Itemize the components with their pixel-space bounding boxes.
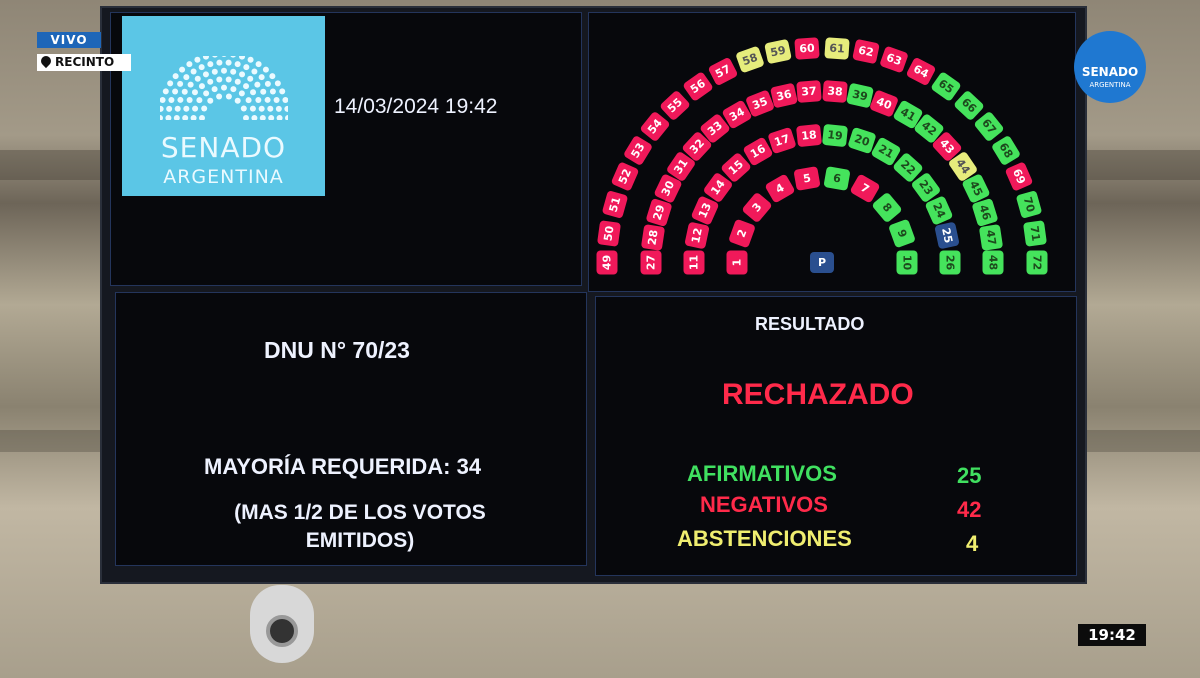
majority-note: (MAS 1/2 DE LOS VOTOS EMITIDOS) [210, 499, 510, 555]
senado-logo: SENADO ARGENTINA [122, 16, 325, 196]
tally-count-negativos: 42 [957, 497, 982, 522]
location-pin-icon [38, 53, 54, 69]
required-majority: MAYORÍA REQUERIDA: 34 [204, 454, 482, 479]
location-text: RECINTO [55, 55, 115, 69]
security-camera [250, 585, 314, 663]
seat-11: 11 [683, 250, 705, 275]
motion-title: DNU N° 70/23 [264, 337, 410, 363]
channel-logo: SENADO ARGENTINA [1074, 31, 1146, 103]
seat-61: 61 [823, 36, 850, 60]
seat-71: 71 [1022, 219, 1048, 247]
panel-motion [115, 292, 587, 566]
seat-60: 60 [794, 36, 821, 60]
live-badge: VIVO [37, 32, 101, 48]
channel-logo-line2: ARGENTINA [1089, 81, 1131, 89]
seat-18: 18 [795, 123, 822, 147]
logo-text-argentina: ARGENTINA [163, 166, 284, 188]
seat-26: 26 [939, 250, 961, 275]
seat-37: 37 [796, 80, 822, 104]
seat-49: 49 [596, 250, 618, 275]
hemicycle-icon [160, 56, 288, 120]
location-badge: RECINTO [37, 53, 131, 71]
channel-logo-line1: SENADO [1081, 65, 1139, 79]
seat-48: 48 [982, 250, 1004, 275]
seat-47: 47 [978, 223, 1004, 251]
seat-6: 6 [823, 166, 851, 192]
tally-count-afirmativos: 25 [957, 463, 982, 488]
seat-19: 19 [822, 123, 849, 147]
broadcast-clock: 19:42 [1078, 624, 1146, 646]
seat-72: 72 [1026, 250, 1048, 275]
president-seat: P [810, 252, 834, 273]
session-datetime: 14/03/2024 19:42 [334, 95, 498, 118]
seat-38: 38 [822, 80, 848, 104]
tally-label-afirmativos: AFIRMATIVOS [687, 461, 837, 486]
seat-50: 50 [596, 219, 622, 247]
result-heading: RESULTADO [755, 314, 865, 334]
tally-count-abstenciones: 4 [966, 531, 979, 556]
panel-result [595, 296, 1077, 576]
logo-text-senado: SENADO [160, 131, 287, 164]
majority-note-line: EMITIDOS) [305, 529, 415, 552]
seat-28: 28 [640, 223, 666, 251]
result-status: RECHAZADO [722, 378, 914, 411]
seat-27: 27 [640, 250, 662, 275]
tally-label-abstenciones: ABSTENCIONES [677, 526, 852, 551]
seat-10: 10 [896, 250, 918, 275]
seat-1: 1 [726, 250, 748, 275]
tally-label-negativos: NEGATIVOS [700, 492, 828, 517]
camera-lens [266, 615, 298, 647]
majority-note-line: (MAS 1/2 DE LOS VOTOS [234, 501, 486, 524]
